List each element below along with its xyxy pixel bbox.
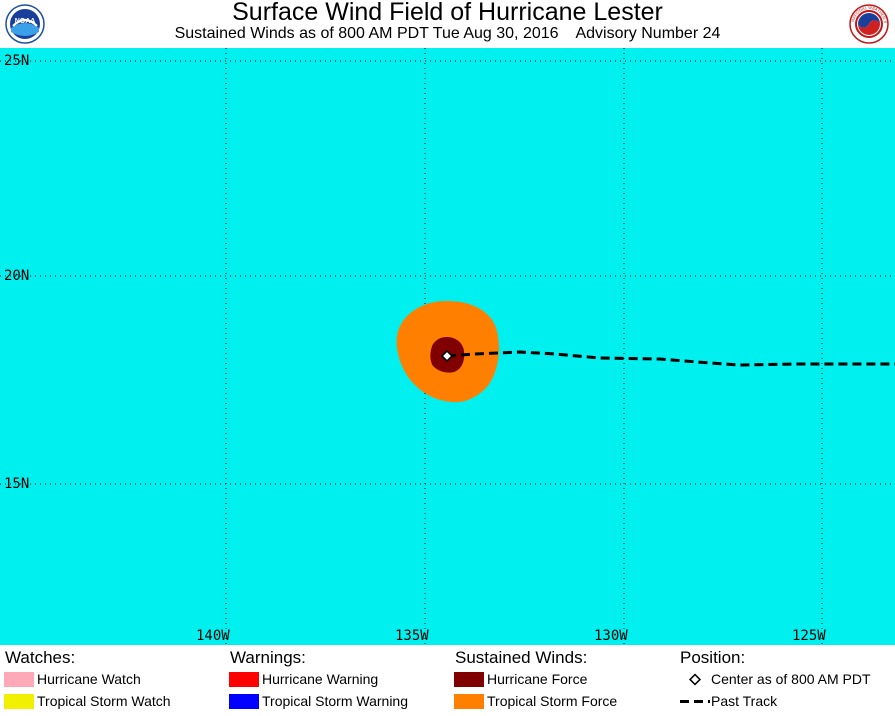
hurricane-watch-label: Hurricane Watch — [37, 671, 141, 687]
header: NOAA Surface Wind Field of Hurricane Les… — [0, 0, 895, 48]
tropical-storm-warning-swatch — [229, 694, 259, 709]
tropical-storm-force-label: Tropical Storm Force — [487, 693, 618, 709]
lon-label-135w: 135W — [395, 628, 429, 644]
center-position-label: Center as of 800 AM PDT — [711, 671, 871, 687]
hurricane-warning-swatch — [229, 672, 259, 687]
hurricane-force-label: Hurricane Force — [487, 671, 588, 687]
lat-label-25n: 25N — [4, 53, 30, 69]
national-weather-service-logo-icon: NATIONAL WEATHER SERVICE — [849, 4, 889, 44]
legend-warnings-heading: Warnings: — [230, 648, 306, 667]
past-track-label: Past Track — [711, 693, 778, 709]
map-area: 25N 20N 15N 140W 135W 130W 125W — [0, 48, 895, 645]
hurricane-warning-label: Hurricane Warning — [262, 671, 379, 687]
map-subtitle: Sustained Winds as of 800 AM PDT Tue Aug… — [174, 25, 721, 42]
lon-label-140w: 140W — [196, 628, 230, 644]
legend-winds-heading: Sustained Winds: — [455, 648, 588, 667]
tropical-storm-watch-swatch — [4, 694, 34, 709]
hurricane-force-swatch — [454, 672, 484, 687]
lat-label-20n: 20N — [4, 268, 30, 284]
lat-label-15n: 15N — [4, 476, 30, 492]
noaa-logo-icon: NOAA — [5, 4, 45, 44]
dashed-line-icon — [680, 700, 710, 703]
legend-watches-heading: Watches: — [5, 648, 76, 667]
past-track-line — [446, 350, 895, 367]
lon-label-130w: 130W — [594, 628, 628, 644]
storm-center-marker — [440, 349, 454, 363]
noaa-logo-text: NOAA — [15, 18, 36, 25]
legend-position-heading: Position: — [680, 648, 746, 667]
lon-label-125w: 125W — [792, 628, 826, 644]
hurricane-watch-swatch — [4, 672, 34, 687]
tropical-storm-watch-label: Tropical Storm Watch — [37, 693, 171, 709]
map-title: Surface Wind Field of Hurricane Lester — [232, 0, 663, 26]
legend: Watches: Hurricane Watch Tropical Storm … — [0, 645, 895, 716]
diamond-marker-icon — [688, 673, 702, 686]
tropical-storm-force-swatch — [454, 694, 484, 709]
tropical-storm-warning-label: Tropical Storm Warning — [262, 693, 409, 709]
map-graphics — [0, 48, 895, 645]
